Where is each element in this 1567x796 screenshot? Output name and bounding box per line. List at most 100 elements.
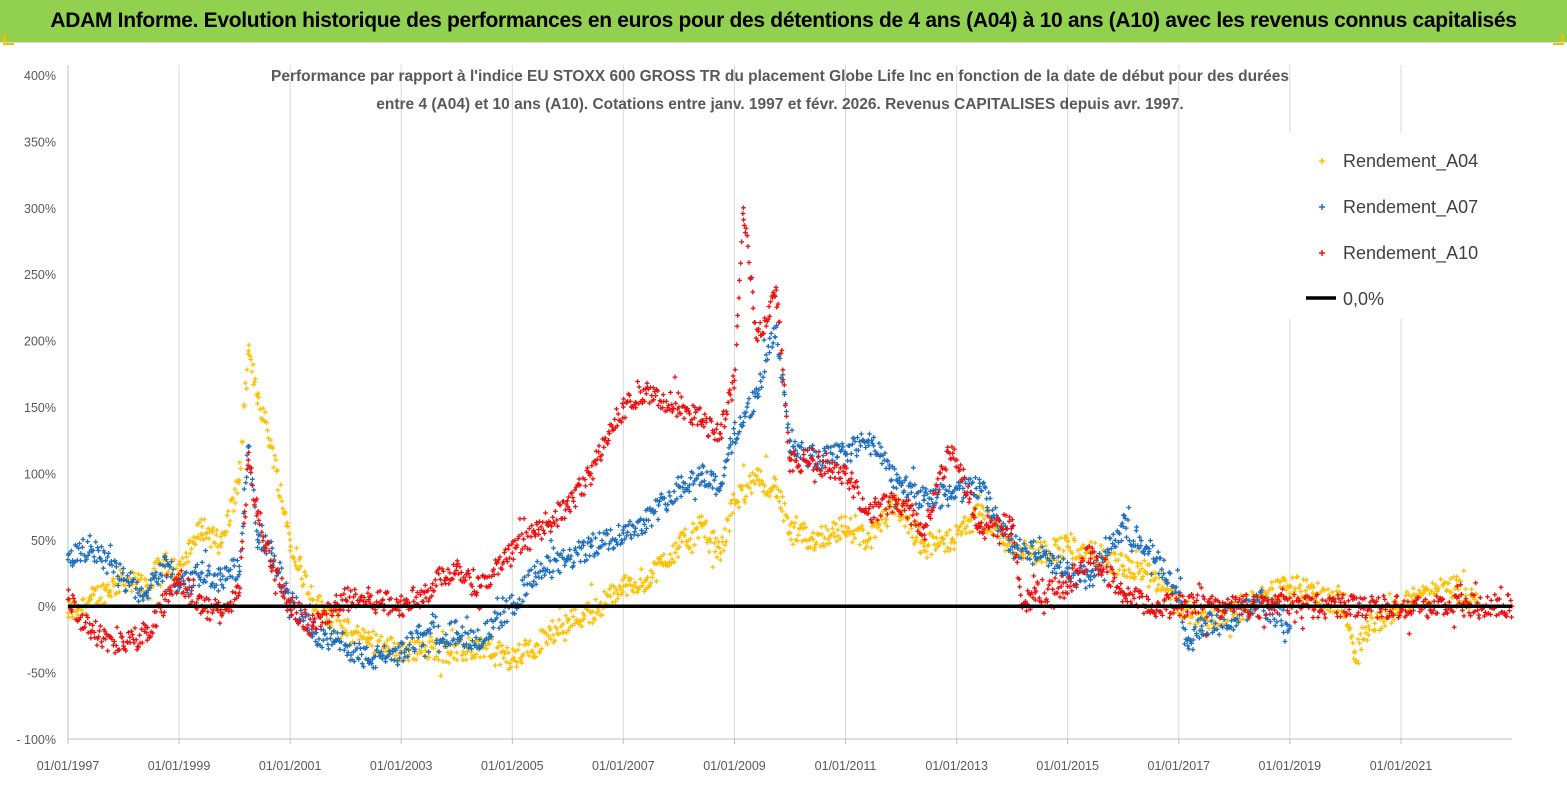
point-mark bbox=[1117, 567, 1122, 572]
point-mark bbox=[937, 529, 942, 534]
point-mark bbox=[243, 381, 248, 386]
point-mark bbox=[820, 532, 825, 537]
data-point bbox=[288, 537, 293, 542]
point-mark bbox=[1315, 581, 1320, 586]
point-mark bbox=[251, 382, 256, 387]
point-mark bbox=[639, 567, 644, 572]
point-mark bbox=[638, 577, 643, 582]
point-mark bbox=[440, 629, 445, 634]
point-mark bbox=[248, 357, 253, 362]
point-mark bbox=[1093, 541, 1098, 546]
x-tick-label: 01/01/2005 bbox=[481, 759, 544, 773]
point-mark bbox=[355, 624, 360, 629]
point-mark bbox=[671, 543, 676, 548]
point-mark bbox=[683, 527, 688, 532]
point-mark bbox=[729, 498, 734, 503]
point-mark bbox=[232, 487, 237, 492]
point-mark bbox=[438, 673, 443, 678]
point-mark bbox=[225, 513, 230, 518]
point-mark bbox=[718, 558, 723, 563]
point-mark bbox=[517, 642, 522, 647]
point-mark bbox=[278, 482, 283, 487]
point-mark bbox=[1461, 568, 1466, 573]
point-mark bbox=[227, 523, 232, 528]
point-mark bbox=[188, 551, 193, 556]
data-point bbox=[454, 650, 459, 655]
point-mark bbox=[228, 519, 233, 524]
point-mark bbox=[244, 386, 249, 391]
point-mark bbox=[275, 488, 280, 493]
point-mark bbox=[747, 474, 752, 479]
point-mark bbox=[501, 656, 506, 661]
point-mark bbox=[1375, 611, 1380, 616]
point-mark bbox=[450, 627, 455, 632]
point-mark bbox=[129, 589, 134, 594]
banner-title: ADAM Informe. Evolution historique des p… bbox=[0, 0, 1567, 42]
point-mark bbox=[1116, 558, 1121, 563]
point-mark bbox=[514, 665, 519, 670]
point-mark bbox=[1118, 552, 1123, 557]
point-mark bbox=[830, 526, 835, 531]
point-mark bbox=[839, 524, 844, 529]
point-mark bbox=[1367, 627, 1372, 632]
point-mark bbox=[1187, 621, 1192, 626]
point-mark bbox=[727, 529, 732, 534]
data-point bbox=[66, 557, 71, 562]
point-mark bbox=[590, 621, 595, 626]
point-mark bbox=[385, 638, 390, 643]
point-mark bbox=[679, 539, 684, 544]
point-mark bbox=[1303, 588, 1308, 593]
point-mark bbox=[237, 460, 242, 465]
x-tick-label: 01/01/2021 bbox=[1370, 759, 1433, 773]
x-tick-label: 01/01/2013 bbox=[925, 759, 988, 773]
point-mark bbox=[557, 617, 562, 622]
point-mark bbox=[853, 513, 858, 518]
scatter-chart: 400%350%300%250%200%150%100%50%0%-50%- 1… bbox=[0, 43, 1567, 791]
point-mark bbox=[696, 535, 701, 540]
point-mark bbox=[827, 541, 832, 546]
y-tick-label: 0% bbox=[38, 600, 56, 614]
point-mark bbox=[967, 530, 972, 535]
point-mark bbox=[214, 533, 219, 538]
point-mark bbox=[970, 529, 975, 534]
point-mark bbox=[722, 527, 727, 532]
point-mark bbox=[272, 453, 277, 458]
point-mark bbox=[406, 658, 411, 663]
point-mark bbox=[246, 343, 251, 348]
y-tick-label: 150% bbox=[24, 401, 56, 415]
point-mark bbox=[794, 515, 799, 520]
point-mark bbox=[850, 540, 855, 545]
point-mark bbox=[691, 521, 696, 526]
point-mark bbox=[207, 536, 212, 541]
point-mark bbox=[571, 614, 576, 619]
point-mark bbox=[1469, 587, 1474, 592]
point-mark bbox=[743, 500, 748, 505]
point-mark bbox=[1392, 617, 1397, 622]
y-tick-label: 300% bbox=[24, 202, 56, 216]
point-mark bbox=[1038, 540, 1043, 545]
point-mark bbox=[1359, 647, 1364, 652]
point-mark bbox=[251, 362, 256, 367]
point-mark bbox=[467, 636, 472, 641]
point-mark bbox=[1358, 632, 1363, 637]
point-mark bbox=[1053, 542, 1058, 547]
point-mark bbox=[781, 518, 786, 523]
point-mark bbox=[925, 555, 930, 560]
point-mark bbox=[780, 494, 785, 499]
point-mark bbox=[111, 576, 116, 581]
point-mark bbox=[879, 528, 884, 533]
y-tick-label: 100% bbox=[24, 467, 56, 481]
point-mark bbox=[1142, 558, 1147, 563]
x-tick-label: 01/01/1999 bbox=[148, 759, 211, 773]
point-mark bbox=[728, 513, 733, 518]
point-mark bbox=[964, 531, 969, 536]
point-mark bbox=[1099, 543, 1104, 548]
point-mark bbox=[346, 620, 351, 625]
title-banner: ADAM Informe. Evolution historique des p… bbox=[0, 0, 1567, 42]
point-mark bbox=[612, 591, 617, 596]
point-mark bbox=[929, 552, 934, 557]
point-mark bbox=[1304, 578, 1309, 583]
point-mark bbox=[857, 542, 862, 547]
point-mark bbox=[721, 548, 726, 553]
y-tick-label: 200% bbox=[24, 335, 56, 349]
